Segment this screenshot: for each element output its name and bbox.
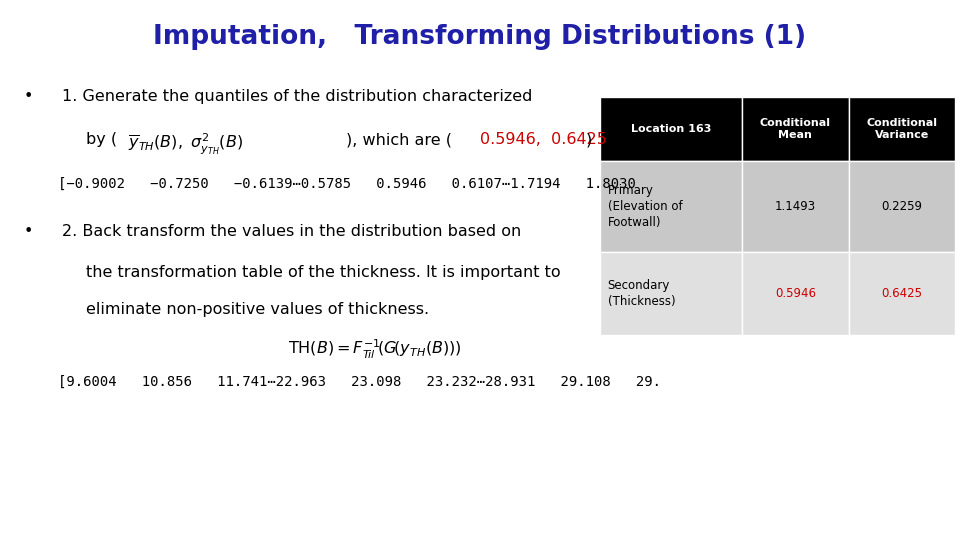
Text: 0.5946,  0.6425: 0.5946, 0.6425 (480, 132, 607, 147)
Text: Conditional
Variance: Conditional Variance (867, 118, 937, 140)
Text: [9.6004   10.856   11.741⋯22.963   23.098   23.232⋯28.931   29.108   29.: [9.6004 10.856 11.741⋯22.963 23.098 23.2… (58, 375, 660, 389)
Text: Primary
(Elevation of
Footwall): Primary (Elevation of Footwall) (608, 184, 683, 229)
Text: Secondary
(Thickness): Secondary (Thickness) (608, 279, 675, 308)
Text: the transformation table of the thickness. It is important to: the transformation table of the thicknes… (86, 265, 561, 280)
Text: $\mathrm{TH}(B) = F^{-1}_{T\!il}\!\left(G\!\left(y_{TH}(B)\right)\right)$: $\mathrm{TH}(B) = F^{-1}_{T\!il}\!\left(… (288, 338, 462, 361)
Text: Conditional
Mean: Conditional Mean (760, 118, 830, 140)
Text: 2. Back transform the values in the distribution based on: 2. Back transform the values in the dist… (62, 224, 521, 239)
Text: $\overline{y}_{TH}(B),\ \sigma^2_{y_{TH}}(B)$: $\overline{y}_{TH}(B),\ \sigma^2_{y_{TH}… (128, 132, 243, 157)
Text: 1. Generate the quantiles of the distribution characterized: 1. Generate the quantiles of the distrib… (62, 89, 533, 104)
Text: •: • (24, 89, 34, 104)
Text: by (: by ( (86, 132, 117, 147)
Text: •: • (24, 224, 34, 239)
Text: 0.6425: 0.6425 (881, 287, 923, 300)
Text: ): ) (586, 132, 592, 147)
FancyBboxPatch shape (600, 161, 742, 252)
Text: 0.5946: 0.5946 (775, 287, 816, 300)
FancyBboxPatch shape (742, 97, 849, 161)
Text: Location 163: Location 163 (631, 124, 711, 134)
Text: eliminate non-positive values of thickness.: eliminate non-positive values of thickne… (86, 302, 429, 318)
Text: 0.2259: 0.2259 (881, 200, 923, 213)
Text: [−0.9002   −0.7250   −0.6139⋯0.5785   0.5946   0.6107⋯1.7194   1.8030: [−0.9002 −0.7250 −0.6139⋯0.5785 0.5946 0… (58, 177, 636, 191)
Text: Imputation,   Transforming Distributions (1): Imputation, Transforming Distributions (… (154, 24, 806, 50)
FancyBboxPatch shape (849, 252, 955, 335)
FancyBboxPatch shape (600, 252, 742, 335)
FancyBboxPatch shape (849, 161, 955, 252)
FancyBboxPatch shape (600, 97, 742, 161)
FancyBboxPatch shape (742, 252, 849, 335)
Text: ), which are (: ), which are ( (346, 132, 451, 147)
FancyBboxPatch shape (849, 97, 955, 161)
Text: 1.1493: 1.1493 (775, 200, 816, 213)
FancyBboxPatch shape (742, 161, 849, 252)
